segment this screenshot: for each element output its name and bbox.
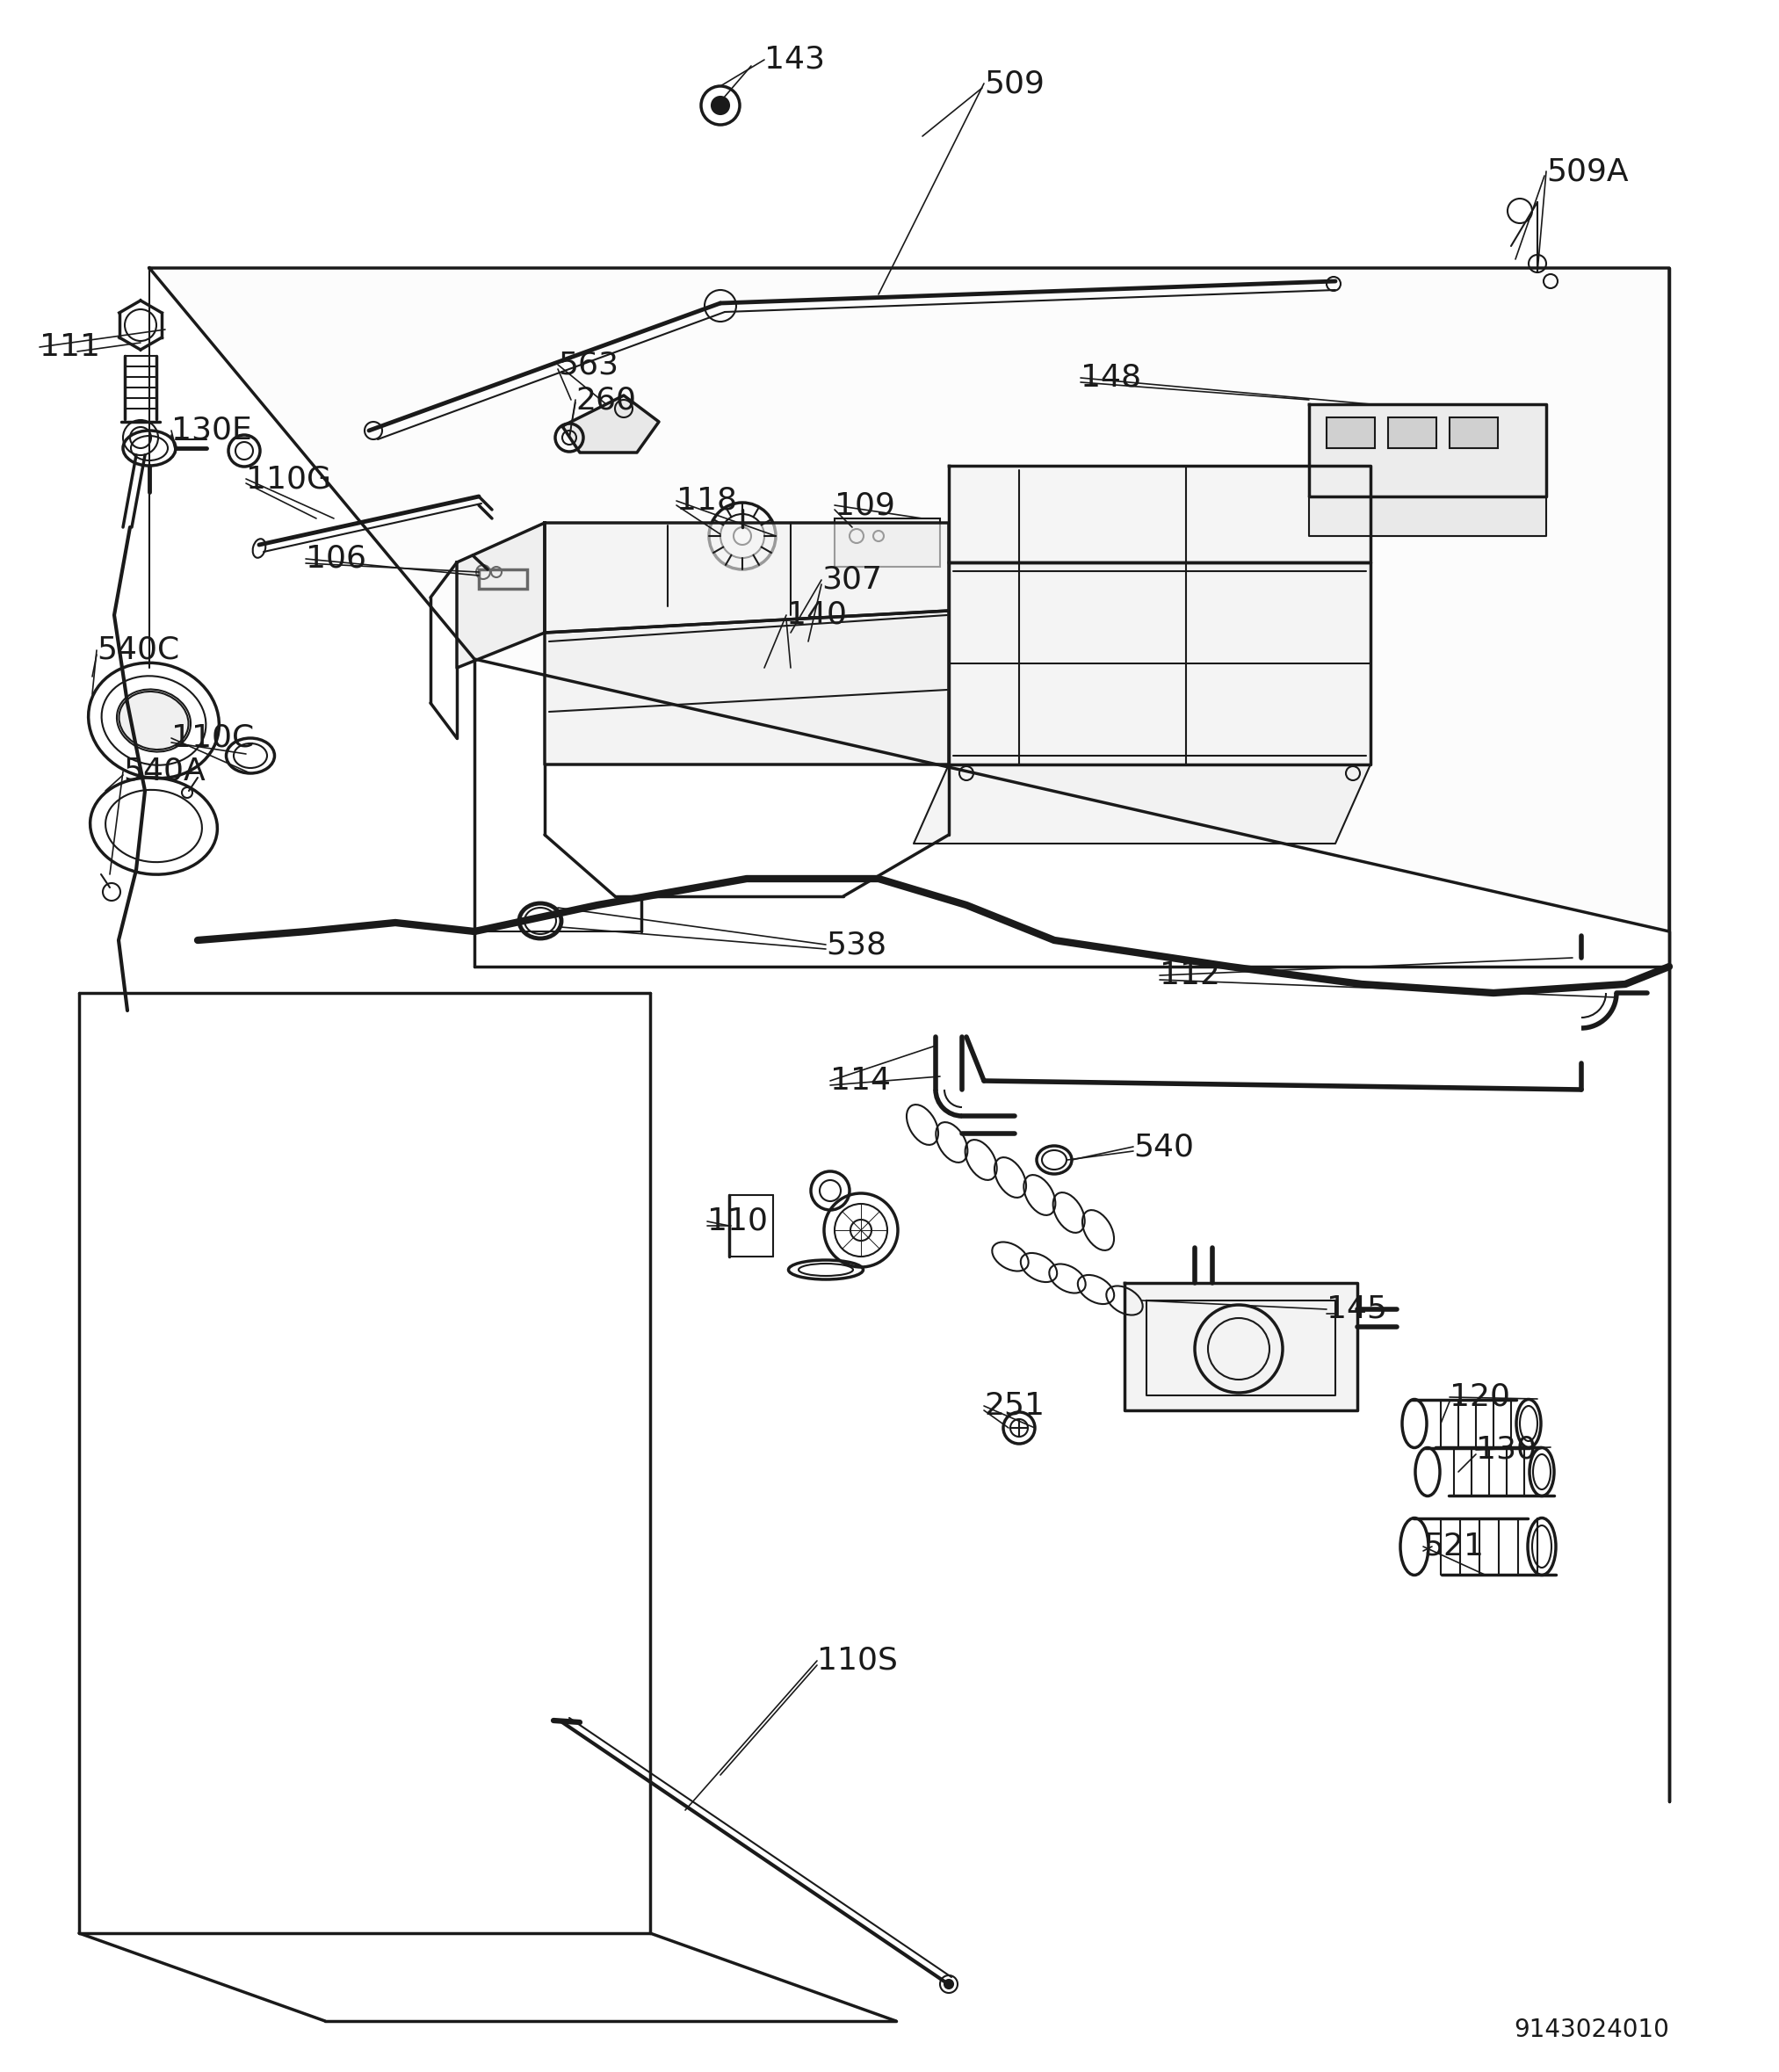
Text: 540C: 540C: [96, 636, 180, 665]
Polygon shape: [457, 522, 544, 667]
Text: 143: 143: [765, 46, 825, 75]
Polygon shape: [1124, 1283, 1357, 1411]
Bar: [1450, 416, 1498, 448]
Circle shape: [733, 526, 751, 545]
Text: 118: 118: [676, 487, 737, 516]
Polygon shape: [544, 611, 948, 765]
Polygon shape: [562, 396, 658, 452]
Text: 540: 540: [1133, 1131, 1194, 1162]
Text: 106: 106: [306, 545, 366, 574]
Text: 251: 251: [984, 1390, 1044, 1421]
Circle shape: [945, 1979, 954, 1989]
Text: 540A: 540A: [123, 756, 205, 787]
Polygon shape: [149, 267, 1669, 932]
Polygon shape: [544, 522, 948, 632]
Text: 521: 521: [1423, 1531, 1484, 1562]
Text: 9143024010: 9143024010: [1514, 2018, 1669, 2043]
Polygon shape: [1309, 497, 1546, 537]
Polygon shape: [948, 562, 1370, 765]
Ellipse shape: [119, 692, 189, 750]
Text: 130E: 130E: [171, 416, 253, 445]
Text: 130: 130: [1477, 1436, 1537, 1465]
Text: 509: 509: [984, 68, 1044, 97]
Circle shape: [712, 97, 729, 114]
Text: 110C: 110C: [171, 723, 254, 752]
Text: 111: 111: [39, 332, 100, 363]
Text: 109: 109: [834, 491, 895, 520]
Text: 114: 114: [831, 1065, 891, 1096]
Bar: [1388, 416, 1436, 448]
Text: 563: 563: [559, 350, 619, 379]
Text: 120: 120: [1450, 1382, 1510, 1413]
Text: 260: 260: [575, 385, 637, 414]
Text: 112: 112: [1160, 961, 1220, 990]
Text: 509A: 509A: [1546, 155, 1628, 186]
Text: 148: 148: [1080, 363, 1142, 394]
Bar: [1327, 416, 1375, 448]
Text: 145: 145: [1327, 1295, 1388, 1324]
Bar: [479, 570, 527, 588]
Text: 140: 140: [786, 601, 847, 630]
Circle shape: [701, 87, 740, 124]
Text: 110: 110: [708, 1206, 769, 1237]
Text: 307: 307: [822, 566, 882, 595]
Bar: [834, 518, 939, 568]
Polygon shape: [1309, 404, 1546, 497]
Text: 110G: 110G: [246, 464, 331, 493]
Text: 110S: 110S: [817, 1645, 898, 1676]
Text: 538: 538: [825, 930, 886, 959]
Polygon shape: [948, 466, 1370, 562]
Polygon shape: [914, 765, 1370, 843]
Circle shape: [850, 1220, 872, 1241]
